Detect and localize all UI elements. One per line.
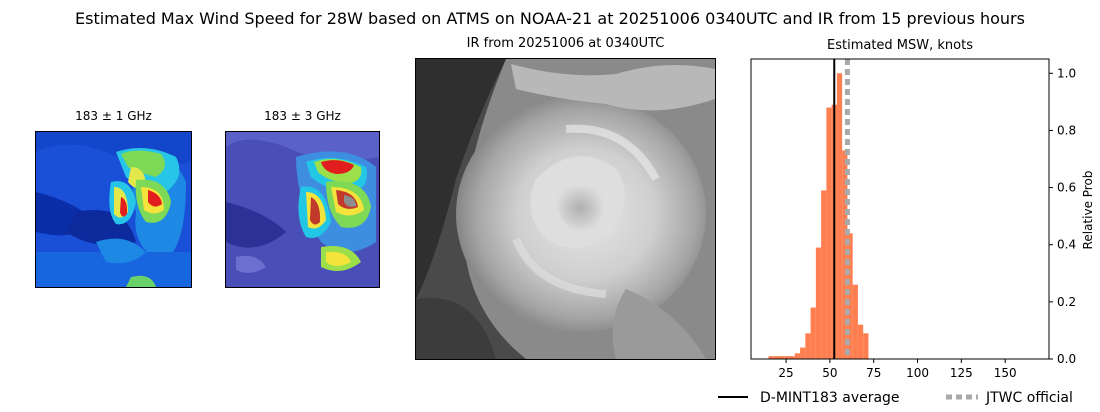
x-tick-label-0: 25 [778, 366, 793, 380]
figure-title: Estimated Max Wind Speed for 28W based o… [75, 9, 1025, 28]
histogram-bar-15 [847, 233, 853, 359]
histogram-bar-11 [826, 107, 832, 359]
legend: D-MINT183 average JTWC official [716, 386, 1100, 408]
y-tick-label-2: 0.4 [1057, 238, 1076, 252]
mw3-panel-title: 183 ± 3 GHz [264, 109, 341, 123]
x-tick-label-3: 100 [906, 366, 929, 380]
y-tick-label-3: 0.6 [1057, 181, 1076, 195]
ir-image [415, 58, 716, 360]
x-axis-ticks: 25 50 75 100 125 150 [778, 359, 1017, 380]
histogram-bar-14 [842, 150, 848, 359]
histogram-bar-2 [779, 356, 785, 359]
legend-official-label: JTWC official [985, 390, 1073, 406]
histogram-bar-18 [863, 333, 869, 359]
histogram-bar-5 [794, 353, 801, 359]
histogram-bar-1 [773, 356, 780, 359]
histogram-bar-16 [852, 284, 858, 359]
histogram-bar-4 [789, 356, 795, 359]
y-tick-label-0: 0.0 [1057, 352, 1076, 366]
y-axis-label: Relative Prob [1081, 171, 1095, 250]
histogram-bars [768, 73, 869, 360]
histogram-bar-0 [768, 356, 774, 359]
histogram-bar-9 [815, 247, 822, 359]
ir-panel-title: IR from 20251006 at 0340UTC [466, 36, 665, 51]
mw3-image [225, 131, 380, 288]
mw1-panel-title: 183 ± 1 GHz [75, 109, 152, 123]
y-axis-ticks: 0.0 0.2 0.4 0.6 0.8 1.0 [1049, 66, 1076, 366]
msw-histogram-chart: 25 50 75 100 125 150 0.0 0.2 0.4 0.6 0.8 1.0 Relat… [720, 55, 1100, 385]
histogram-bar-17 [857, 324, 864, 359]
mw1-image [35, 131, 192, 288]
plot-frame [750, 58, 1050, 360]
histogram-bar-6 [800, 347, 806, 359]
y-tick-label-1: 0.2 [1057, 295, 1076, 309]
histogram-bar-3 [784, 356, 790, 359]
x-tick-label-2: 75 [866, 366, 881, 380]
histogram-bar-13 [836, 73, 843, 360]
hist-panel-title: Estimated MSW, knots [827, 38, 973, 53]
histogram-bar-10 [821, 190, 827, 359]
histogram-bar-8 [810, 307, 816, 359]
legend-average-label: D-MINT183 average [760, 390, 900, 406]
histogram-bar-7 [805, 333, 811, 359]
x-tick-label-4: 125 [950, 366, 973, 380]
x-tick-label-5: 150 [994, 366, 1017, 380]
x-tick-label-1: 50 [822, 366, 837, 380]
y-tick-label-5: 1.0 [1057, 66, 1076, 80]
y-tick-label-4: 0.8 [1057, 123, 1076, 137]
